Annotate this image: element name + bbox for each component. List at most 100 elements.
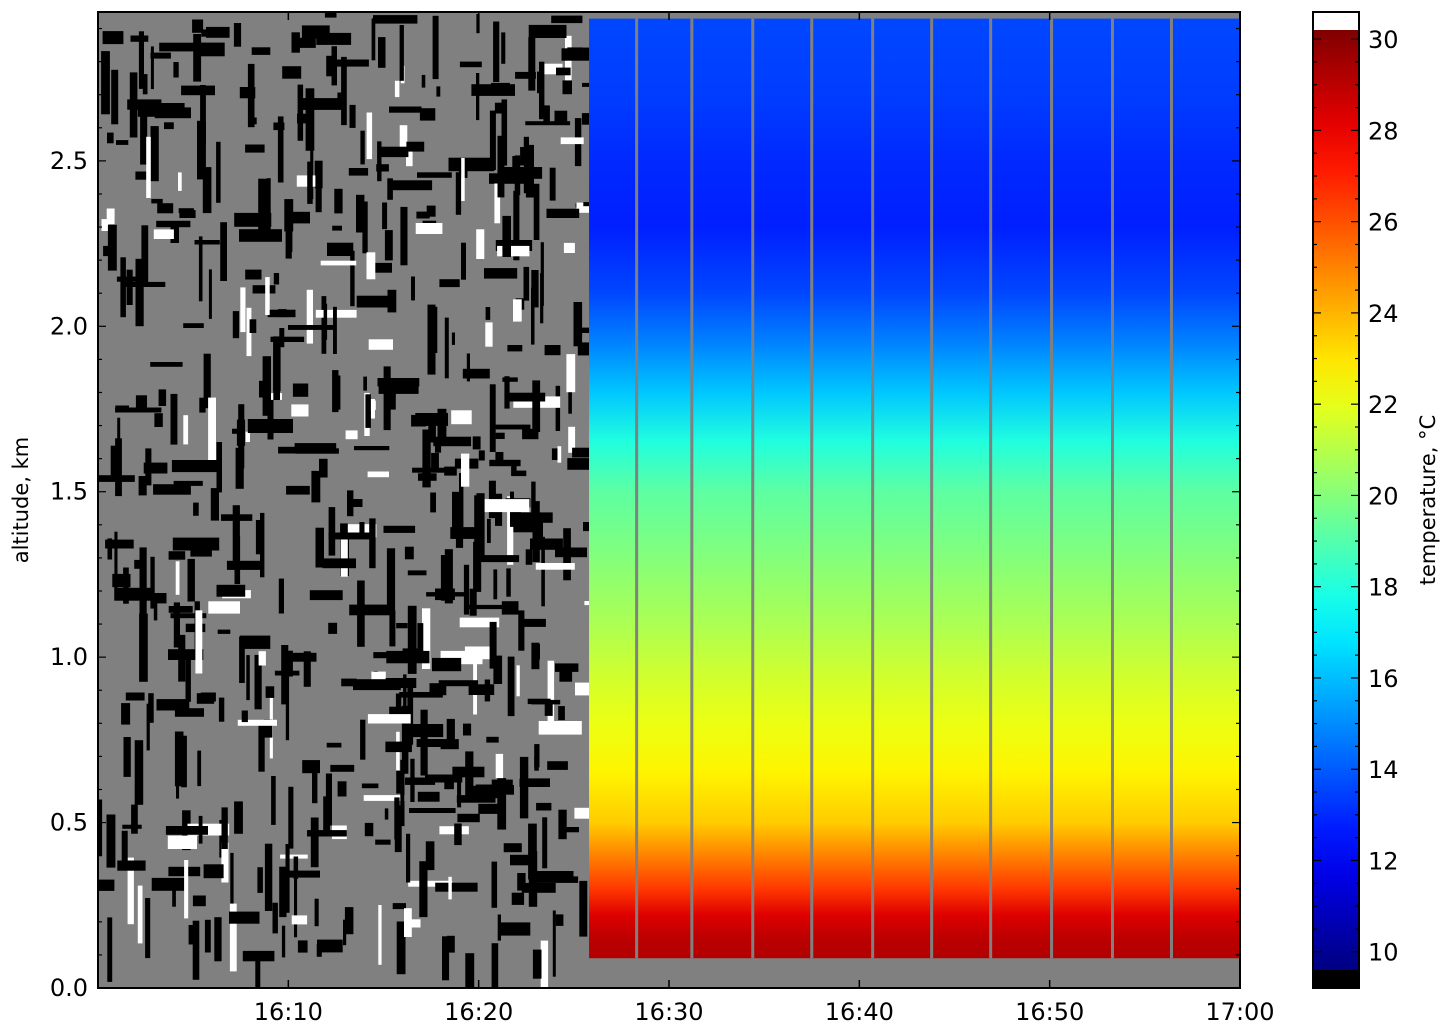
noise-speck	[239, 635, 271, 649]
noise-speck	[555, 914, 564, 926]
noise-speck	[343, 919, 347, 946]
noise-speck	[254, 654, 262, 710]
noise-speck	[484, 268, 518, 279]
noise-speck	[258, 178, 267, 230]
noise-speck	[328, 532, 375, 540]
noise-speck	[187, 558, 195, 602]
noise-speck	[309, 590, 343, 601]
noise-speck	[320, 260, 357, 266]
noise-speck	[135, 171, 147, 180]
noise-speck	[103, 245, 112, 257]
noise-speck	[240, 287, 246, 333]
noise-speck	[519, 778, 550, 787]
noise-speck	[572, 447, 589, 458]
noise-speck	[281, 925, 286, 958]
noise-speck	[350, 250, 355, 307]
noise-speck	[172, 537, 220, 551]
noise-speck	[486, 736, 499, 743]
noise-speck	[295, 448, 339, 454]
noise-speck	[494, 102, 507, 114]
noise-speck	[116, 140, 129, 145]
noise-speck	[175, 561, 180, 595]
noise-speck	[582, 82, 589, 87]
noise-speck	[139, 547, 147, 615]
noise-speck	[576, 202, 590, 213]
noise-speck	[507, 656, 515, 717]
noise-speck	[566, 354, 576, 393]
noise-speck	[237, 719, 277, 726]
noise-speck	[476, 493, 485, 561]
noise-speck	[183, 415, 189, 445]
noise-speck	[153, 593, 158, 621]
noise-speck	[125, 692, 145, 701]
noise-speck	[239, 87, 256, 99]
noise-speck	[535, 563, 575, 570]
noise-speck	[555, 385, 561, 431]
noise-speck	[555, 547, 587, 558]
noise-speck	[491, 861, 498, 908]
noise-speck	[214, 917, 222, 962]
noise-speck	[426, 205, 436, 217]
noise-speck	[262, 356, 271, 416]
noise-speck	[542, 817, 548, 869]
noise-speck	[444, 776, 454, 790]
noise-speck	[476, 73, 480, 121]
colorbar-ticks: 10 12 14 16 18 20 22 24 26 28 30	[1313, 26, 1399, 967]
noise-speck	[142, 74, 148, 95]
noise-speck	[299, 98, 345, 110]
noise-speck	[291, 915, 308, 925]
noise-speck	[377, 378, 420, 387]
noise-speck	[337, 781, 347, 797]
noise-speck	[234, 212, 272, 227]
x-tick-label: 16:40	[825, 998, 894, 1025]
noise-speck	[285, 674, 290, 741]
noise-speck	[263, 719, 273, 738]
noise-speck	[216, 442, 222, 493]
noise-speck	[193, 502, 199, 516]
noise-speck	[330, 764, 355, 772]
noise-speck	[558, 706, 565, 721]
noise-speck	[197, 750, 202, 787]
noise-speck	[153, 484, 191, 495]
noise-speck	[188, 925, 195, 945]
noise-speck	[532, 501, 540, 563]
noise-speck	[273, 273, 280, 285]
noise-speck	[255, 951, 261, 988]
noise-speck	[576, 327, 590, 333]
noise-speck	[478, 803, 499, 814]
noise-speck	[198, 815, 203, 844]
noise-speck	[512, 511, 522, 524]
noise-speck	[502, 215, 511, 257]
noise-speck	[454, 823, 462, 846]
noise-speck	[284, 211, 310, 224]
noise-speck	[485, 322, 493, 347]
x-tick-label: 16:10	[254, 998, 323, 1025]
noise-speck	[145, 898, 151, 959]
noise-speck	[510, 854, 532, 866]
noise-speck	[135, 258, 144, 327]
noise-speck	[288, 786, 294, 849]
noise-speck	[390, 385, 396, 410]
noise-speck	[518, 610, 525, 651]
noise-speck	[221, 514, 253, 521]
noise-speck	[491, 424, 531, 430]
noise-speck	[375, 839, 391, 845]
noise-speck	[501, 601, 519, 615]
noise-speck	[187, 823, 230, 836]
x-tick-label: 16:50	[1015, 998, 1084, 1025]
noise-speck	[311, 470, 321, 503]
noise-speck	[419, 861, 428, 918]
noise-speck	[154, 107, 191, 119]
noise-speck	[461, 453, 470, 487]
noise-speck	[265, 277, 270, 315]
noise-speck	[473, 541, 482, 592]
noise-speck	[245, 144, 265, 153]
noise-speck	[430, 492, 436, 513]
noise-speck	[154, 413, 163, 427]
noise-speck	[409, 808, 456, 813]
noise-speck	[239, 229, 282, 242]
noise-speck	[463, 723, 472, 736]
colorbar-tick-label: 20	[1368, 482, 1399, 510]
noise-speck	[507, 345, 523, 352]
noise-speck	[115, 405, 129, 411]
